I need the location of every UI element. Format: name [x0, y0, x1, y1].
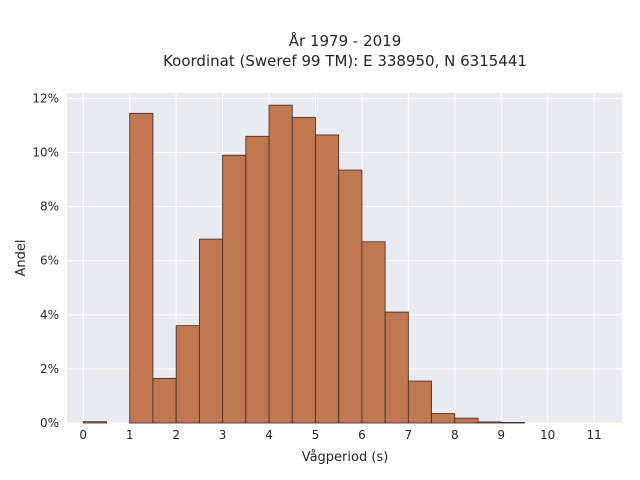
x-tick-label-9: 9: [497, 428, 505, 442]
x-tick-label-2: 2: [172, 428, 180, 442]
bar-14: [431, 413, 456, 424]
x-axis-label: Vågperiod (s): [302, 450, 389, 465]
y-axis-ticks: 0% 2% 4% 6% 8% 10% 12%: [32, 91, 59, 430]
bars: [82, 104, 525, 424]
bar-9: [315, 134, 340, 424]
x-tick-label-6: 6: [358, 428, 366, 442]
bar-1: [129, 112, 154, 424]
bar-5: [222, 154, 247, 424]
y-tick-label-4: 8%: [40, 200, 59, 214]
y-tick-label-6: 12%: [32, 91, 59, 105]
x-tick-label-4: 4: [265, 428, 273, 442]
bar-12: [384, 311, 409, 424]
bar-13: [407, 380, 432, 424]
x-tick-label-1: 1: [126, 428, 134, 442]
y-tick-label-3: 6%: [40, 254, 59, 268]
bar-0: [82, 421, 107, 424]
x-tick-label-5: 5: [312, 428, 320, 442]
x-axis-ticks: 0 1 2 3 4 5 6 7 8 9 10 11: [79, 428, 601, 442]
bar-15: [454, 417, 479, 424]
x-tick-label-10: 10: [540, 428, 555, 442]
x-tick-label-8: 8: [451, 428, 459, 442]
bar-17: [500, 422, 525, 424]
y-tick-label-5: 10%: [32, 146, 59, 160]
bar-16: [477, 421, 502, 424]
bar-4: [198, 238, 223, 424]
bar-6: [245, 135, 270, 424]
x-tick-label-11: 11: [586, 428, 601, 442]
x-tick-label-7: 7: [405, 428, 413, 442]
bar-7: [268, 104, 293, 424]
y-axis-label: Andel: [14, 240, 29, 277]
y-tick-label-0: 0%: [40, 416, 59, 430]
bar-11: [361, 241, 386, 424]
bar-3: [175, 325, 200, 424]
chart-title-line1: År 1979 - 2019: [289, 31, 402, 50]
chart-title-line2: Koordinat (Sweref 99 TM): E 338950, N 63…: [163, 52, 527, 70]
bar-10: [338, 169, 363, 424]
x-tick-label-0: 0: [79, 428, 87, 442]
bar-8: [291, 116, 316, 424]
bar-2: [152, 377, 177, 424]
x-tick-label-3: 3: [219, 428, 227, 442]
y-tick-label-2: 4%: [40, 308, 59, 322]
y-tick-label-1: 2%: [40, 362, 59, 376]
